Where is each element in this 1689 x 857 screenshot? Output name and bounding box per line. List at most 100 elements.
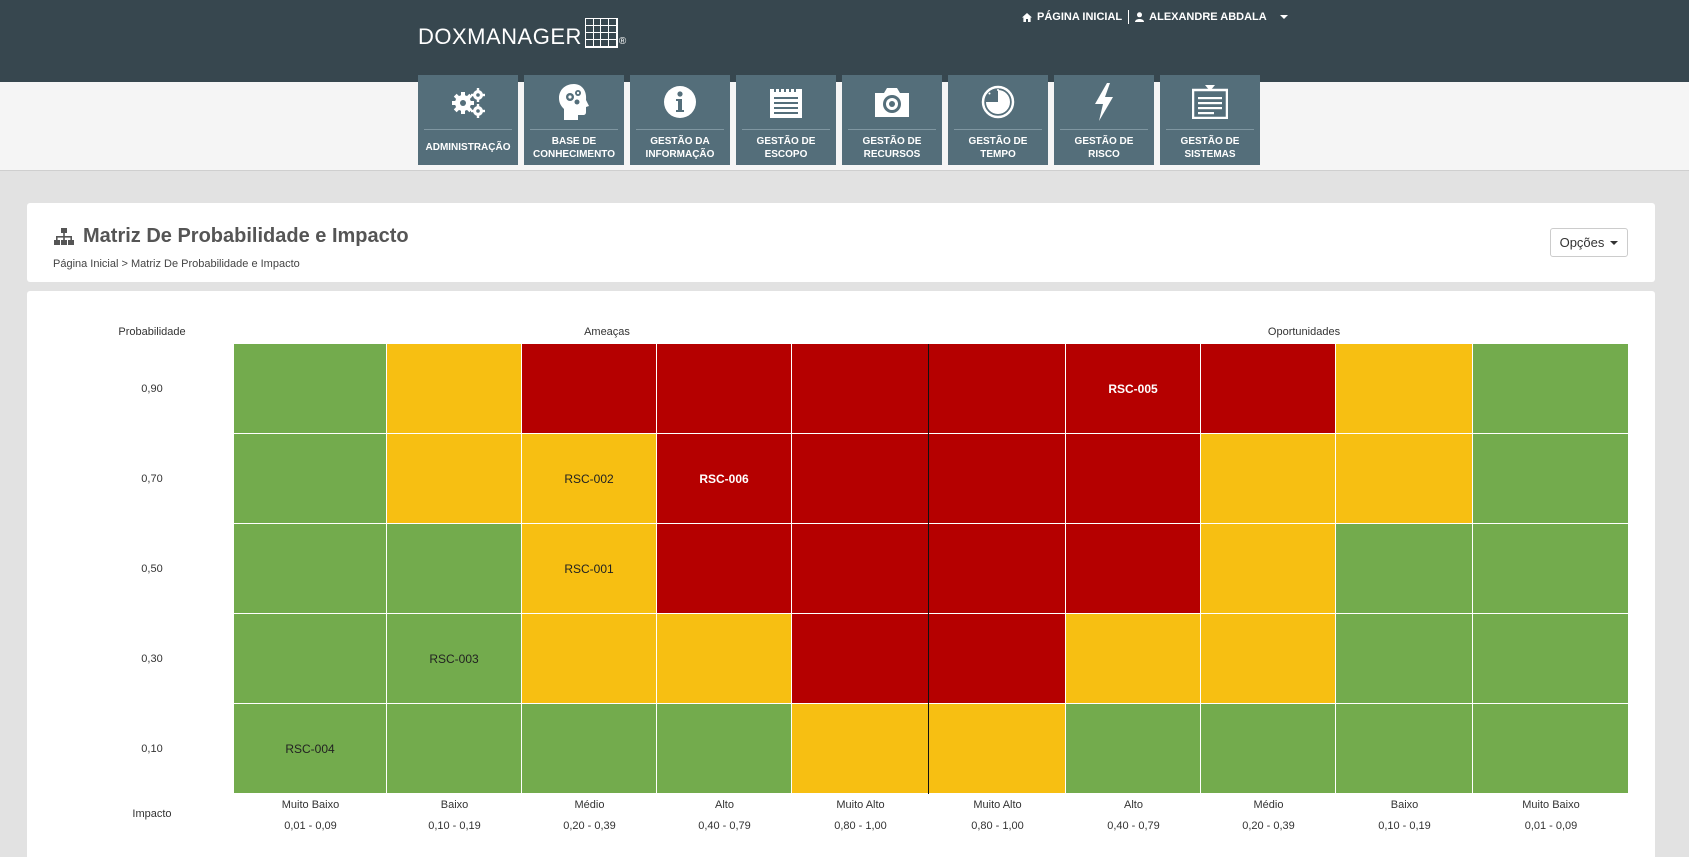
matrix-cell[interactable] [657,344,792,434]
matrix-cell[interactable] [1473,524,1629,614]
module-gestao-de-sistemas[interactable]: GESTÃO DE SISTEMAS [1160,75,1260,165]
impact-column-range: 0,40 - 0,79 [1107,820,1160,832]
risk-tag[interactable]: RSC-005 [1108,381,1158,396]
risk-tag[interactable]: RSC-004 [285,741,335,756]
module-administracao[interactable]: ADMINISTRAÇÃO [418,75,518,165]
matrix-cell[interactable] [657,704,792,794]
page-title-text: Matriz De Probabilidade e Impacto [83,225,409,247]
matrix-cell[interactable] [522,704,657,794]
matrix-cell[interactable]: RSC-004 [234,704,387,794]
matrix-cell[interactable] [1066,614,1201,704]
matrix-cell[interactable]: RSC-003 [387,614,522,704]
matrix-cell[interactable] [1473,344,1629,434]
module-label: GESTÃO DE SISTEMAS [1180,135,1240,160]
module-gestao-de-risco[interactable]: GESTÃO DE RISCO [1054,75,1154,165]
breadcrumb-separator: > [121,258,128,270]
matrix-card: Probabilidade Ameaças Oportunidades 0,90… [27,291,1655,857]
risk-tag[interactable]: RSC-003 [429,651,479,666]
matrix-cell[interactable] [1473,434,1629,524]
matrix-cell[interactable] [1066,434,1201,524]
matrix-cell[interactable]: RSC-006 [657,434,792,524]
matrix-cell[interactable] [1336,614,1473,704]
impact-column-label: Muito Baixo [1522,799,1580,811]
impact-column-label: Alto [715,799,734,811]
risk-tag[interactable]: RSC-001 [564,561,614,576]
matrix-cell[interactable] [929,524,1066,614]
matrix-cell[interactable] [387,524,522,614]
matrix-cell[interactable] [1066,704,1201,794]
matrix-cell[interactable] [1336,524,1473,614]
matrix-cell[interactable] [234,524,387,614]
matrix-cell[interactable] [792,434,929,524]
matrix-cell[interactable] [1473,614,1629,704]
matrix-cell[interactable]: RSC-001 [522,524,657,614]
clock-icon [981,85,1015,119]
camera-icon [875,88,909,117]
module-gestao-de-tempo[interactable]: GESTÃO DE TEMPO [948,75,1048,165]
module-gestao-da-informacao[interactable]: GESTÃO DA INFORMAÇÃO [630,75,730,165]
matrix-cell[interactable] [522,614,657,704]
matrix-cell[interactable] [234,344,387,434]
matrix-cell[interactable] [792,344,929,434]
matrix-cell[interactable] [234,614,387,704]
matrix-cell[interactable] [1066,524,1201,614]
probability-row-label: 0,70 [141,473,163,485]
document-icon [1192,85,1228,119]
matrix-cell[interactable] [792,524,929,614]
impact-column-label: Médio [1253,799,1284,811]
matrix-cell[interactable] [1201,344,1336,434]
risk-tag[interactable]: RSC-006 [699,471,749,486]
matrix-cell[interactable] [929,434,1066,524]
matrix-cell[interactable] [1201,614,1336,704]
matrix-cell[interactable] [792,614,929,704]
matrix-cell[interactable] [1201,704,1336,794]
impact-column-label: Baixo [1390,799,1419,811]
module-label: GESTÃO DE RECURSOS [862,135,922,160]
home-link[interactable]: PÁGINA INICIAL [1022,11,1122,23]
matrix-cell[interactable] [1201,434,1336,524]
matrix-cell[interactable] [929,704,1066,794]
matrix-cell[interactable]: RSC-005 [1066,344,1201,434]
module-base-de-conhecimento[interactable]: BASE DE CONHECIMENTO [524,75,624,165]
matrix-cell[interactable] [1473,704,1629,794]
matrix-cell[interactable] [929,344,1066,434]
user-menu[interactable]: ALEXANDRE ABDALA [1135,11,1288,23]
module-label: GESTÃO DE TEMPO [968,135,1028,160]
probability-row-label: 0,10 [141,743,163,755]
impact-column-label: Muito Alto [836,799,885,811]
matrix-cell[interactable] [1201,524,1336,614]
matrix-cell[interactable] [1336,434,1473,524]
impact-column-range: 0,20 - 0,39 [563,820,616,832]
matrix-cell[interactable] [929,614,1066,704]
options-dropdown-button[interactable]: Opções [1550,228,1628,257]
matrix-cell[interactable] [387,434,522,524]
matrix-cell[interactable]: RSC-002 [522,434,657,524]
module-gestao-de-escopo[interactable]: GESTÃO DE ESCOPO [736,75,836,165]
page-title: Matriz De Probabilidade e Impacto [54,225,409,248]
matrix-cell[interactable] [657,524,792,614]
module-label: BASE DE CONHECIMENTO [532,135,616,160]
matrix-cell[interactable] [522,344,657,434]
impact-column-label: Baixo [440,799,469,811]
matrix-cell[interactable] [1336,344,1473,434]
module-gestao-de-recursos[interactable]: GESTÃO DE RECURSOS [842,75,942,165]
impact-column-range: 0,10 - 0,19 [428,820,481,832]
matrix-cell[interactable] [387,704,522,794]
matrix-cell[interactable] [1336,704,1473,794]
matrix-cell[interactable] [234,434,387,524]
matrix-cell[interactable] [387,344,522,434]
threat-opportunity-divider [928,344,929,794]
risk-matrix-grid: RSC-005 RSC-002 RSC-006 RSC-001 RSC-003 RSC-0… [234,344,1629,794]
doxmanager-logo[interactable]: DOXMANAGER ® [418,14,626,48]
logo-text: DOXMANAGER [418,24,582,49]
user-name: ALEXANDRE ABDALA [1149,11,1267,23]
impact-column-range: 0,01 - 0,09 [284,820,337,832]
options-label: Opções [1559,235,1605,250]
breadcrumb: Página Inicial > Matriz De Probabilidade… [53,258,300,270]
matrix-cell[interactable] [792,704,929,794]
impact-column-label: Alto [1124,799,1143,811]
breadcrumb-home-link[interactable]: Página Inicial [53,258,119,270]
matrix-cell[interactable] [657,614,792,704]
logo-registered-mark: ® [618,36,627,47]
risk-tag[interactable]: RSC-002 [564,471,614,486]
